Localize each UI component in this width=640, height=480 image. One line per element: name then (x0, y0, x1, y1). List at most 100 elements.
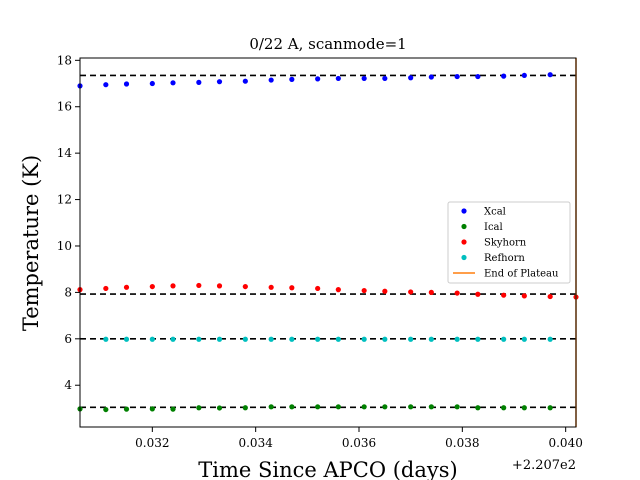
y-tick-label-1: 6 (64, 332, 72, 346)
x-tick-label-4: 0.040 (548, 436, 582, 450)
legend-label-3: Refhorn (484, 253, 525, 264)
point-skyhorn-9 (289, 285, 295, 291)
point-xcal-15 (428, 74, 434, 80)
point-xcal-8 (268, 77, 274, 83)
point-xcal-9 (289, 76, 295, 82)
point-skyhorn-6 (216, 283, 223, 289)
point-skyhorn-4 (170, 283, 176, 289)
plot-area: 0.032 0.034 0.036 0.038 0.040 4 6 8 10 12 14 16 18 (57, 53, 583, 450)
point-refhorn-2 (123, 336, 130, 342)
axes-frame (79, 57, 577, 428)
point-skyhorn-12 (361, 287, 367, 294)
point-refhorn-18 (501, 336, 507, 342)
point-skyhorn-14 (408, 289, 414, 295)
x-axis-label: Time Since APCO (days) (198, 458, 457, 480)
point-refhorn-4 (170, 336, 176, 342)
point-ical-10 (315, 404, 321, 410)
point-skyhorn-10 (315, 285, 321, 292)
point-refhorn-12 (361, 336, 367, 342)
point-skyhorn-13 (382, 288, 388, 294)
point-xcal-3 (149, 80, 155, 87)
point-ical-12 (361, 404, 367, 410)
point-ical-15 (428, 404, 434, 410)
y-tick-label-5: 14 (57, 146, 73, 160)
point-refhorn-1 (103, 336, 109, 342)
point-refhorn-3 (149, 336, 155, 342)
point-xcal-4 (170, 80, 176, 86)
chart-title: 0/22 A, scanmode=1 (249, 35, 406, 53)
point-xcal-5 (196, 79, 202, 85)
point-xcal-12 (361, 75, 367, 82)
point-ical-17 (475, 405, 481, 411)
y-tick-label-6: 16 (57, 100, 72, 114)
point-ical-1 (103, 406, 109, 413)
legend-label-2: Skyhorn (484, 238, 527, 249)
point-ical-5 (196, 405, 202, 411)
point-ical-16 (454, 404, 460, 410)
point-skyhorn-5 (196, 282, 202, 289)
legend-swatch-xcal (461, 208, 467, 214)
legend-swatch-ical (461, 223, 467, 230)
y-tick-label-3: 10 (57, 239, 72, 253)
point-refhorn-6 (216, 336, 223, 342)
legend: Xcal Ical Skyhorn Refhorn End of Plateau (447, 201, 571, 284)
point-xcal-11 (335, 75, 341, 82)
point-xcal-19 (521, 72, 527, 79)
point-skyhorn-16 (454, 290, 460, 296)
point-xcal-6 (216, 79, 223, 85)
point-skyhorn-15 (428, 289, 434, 295)
point-ical-11 (335, 404, 341, 410)
legend-swatch-skyhorn (461, 239, 467, 245)
point-xcal-17 (475, 73, 481, 80)
point-refhorn-9 (289, 336, 295, 342)
point-ical-2 (123, 406, 130, 412)
point-skyhorn-19 (521, 293, 527, 299)
point-xcal-20 (547, 72, 553, 78)
legend-label-4: End of Plateau (484, 269, 559, 280)
point-ical-20 (547, 405, 553, 411)
legend-swatch-refhorn (461, 254, 467, 261)
point-ical-14 (408, 404, 414, 410)
y-axis-label: Temperature (K) (19, 155, 43, 331)
point-xcal-2 (123, 81, 130, 87)
point-skyhorn-18 (501, 292, 507, 298)
point-refhorn-7 (242, 336, 248, 342)
point-xcal-18 (501, 73, 507, 79)
point-refhorn-17 (475, 336, 481, 342)
point-skyhorn-1 (103, 285, 109, 292)
point-skyhorn-8 (268, 284, 274, 290)
x-tick-label-2: 0.036 (342, 436, 376, 450)
point-refhorn-19 (521, 336, 527, 342)
point-refhorn-13 (382, 336, 388, 342)
point-refhorn-20 (547, 336, 553, 342)
point-xcal-14 (408, 75, 414, 81)
point-ical-18 (501, 405, 507, 411)
point-ical-4 (170, 406, 176, 412)
point-ical-7 (242, 405, 248, 411)
point-ical-8 (268, 404, 274, 410)
point-skyhorn-3 (149, 283, 155, 290)
point-refhorn-5 (196, 336, 202, 342)
point-ical-19 (521, 405, 527, 411)
point-skyhorn-7 (242, 283, 248, 290)
point-refhorn-15 (428, 336, 434, 342)
point-ical-6 (216, 405, 223, 411)
point-refhorn-14 (408, 336, 414, 342)
x-axis-offset-label: +2.207e2 (512, 458, 576, 473)
point-xcal-13 (382, 75, 388, 82)
point-refhorn-8 (268, 336, 274, 342)
y-tick-label-4: 12 (57, 193, 72, 207)
point-refhorn-16 (454, 336, 460, 342)
x-tick-label-1: 0.034 (238, 436, 273, 450)
point-xcal-10 (315, 76, 321, 82)
legend-box (447, 201, 571, 284)
point-xcal-16 (454, 73, 460, 80)
point-refhorn-11 (335, 336, 341, 342)
point-skyhorn-20 (547, 293, 553, 300)
legend-label-1: Ical (484, 222, 503, 233)
point-xcal-1 (103, 82, 109, 88)
x-tick-label-0: 0.032 (135, 436, 169, 450)
legend-label-0: Xcal (484, 207, 506, 218)
point-skyhorn-17 (475, 291, 481, 297)
